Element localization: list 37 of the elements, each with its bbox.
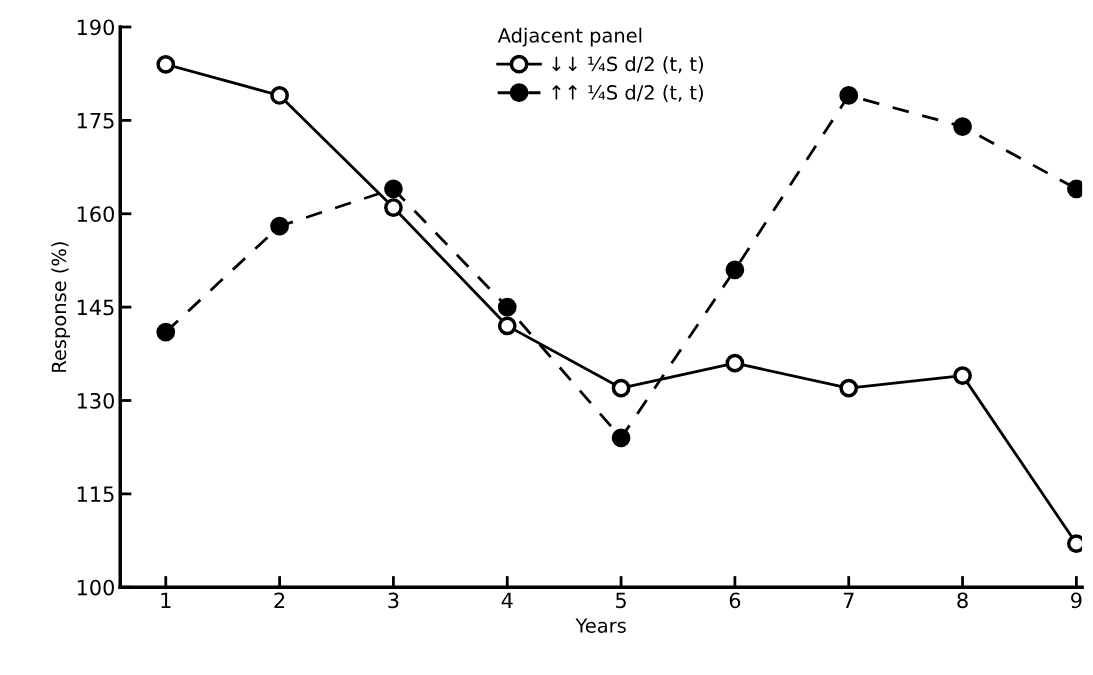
point: [384, 179, 403, 199]
y-axis-title: Response (%): [51, 242, 71, 372]
x-tick-label: 1: [161, 592, 171, 608]
x-tick-label: 3: [388, 592, 399, 609]
y-tick-label: 130: [77, 392, 114, 409]
point: [953, 117, 972, 136]
y-tick-label: 190: [77, 19, 114, 36]
y-tick-label: 160: [77, 206, 114, 222]
point: [611, 378, 631, 398]
legend-title: Adjacent panel: [497, 27, 642, 47]
y-tick-label: 175: [77, 113, 114, 129]
point: [611, 428, 631, 448]
point: [497, 297, 517, 317]
legend-label: ↓↓ ¼S d/2 (t, t): [552, 56, 703, 74]
y-tick-label: 145: [77, 299, 114, 316]
x-tick-label: 5: [616, 592, 626, 609]
point: [725, 353, 745, 373]
legend-label: ↑↑ ¼S d/2 (t, t): [552, 84, 703, 103]
x-tick-label: 7: [843, 592, 854, 608]
y-tick-label: 100: [77, 579, 114, 596]
point: [384, 198, 403, 217]
point: [839, 378, 859, 398]
x-tick-label: 4: [501, 592, 513, 608]
point: [497, 316, 517, 336]
x-tick-label: 6: [729, 592, 741, 609]
y-tick-label: 115: [77, 486, 114, 503]
point: [953, 366, 972, 385]
x-axis-title: Years: [575, 618, 626, 633]
point: [839, 86, 859, 105]
x-tick-label: 8: [957, 592, 968, 609]
point: [270, 216, 289, 236]
x-tick-label: 9: [1071, 592, 1082, 609]
point: [156, 54, 176, 74]
x-tick-label: 2: [274, 592, 285, 608]
point: [725, 260, 745, 280]
point: [270, 86, 289, 105]
point: [156, 322, 176, 342]
